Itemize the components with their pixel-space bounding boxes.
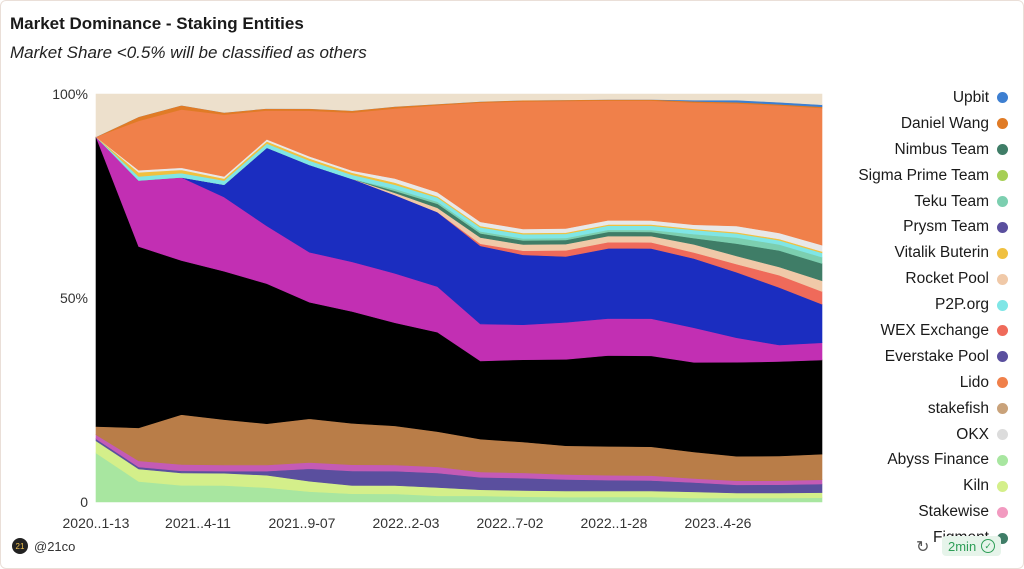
legend-swatch <box>997 247 1008 259</box>
x-tick-label: 2022..7-02 <box>477 515 544 531</box>
legend-item[interactable]: Rocket Pool <box>826 266 1016 292</box>
y-tick-label: 50% <box>60 290 88 306</box>
legend-label: Prysm Team <box>903 218 989 236</box>
legend-label: WEX Exchange <box>880 321 989 339</box>
legend-swatch <box>997 196 1008 207</box>
legend-label: Rocket Pool <box>905 270 989 288</box>
legend-swatch <box>997 92 1008 104</box>
legend-swatch <box>997 532 1008 544</box>
legend-item[interactable]: WEX Exchange <box>826 318 1016 344</box>
refresh-icon[interactable]: ↻ <box>916 539 930 556</box>
x-tick-label: 2022..2-03 <box>373 515 440 531</box>
legend-item[interactable]: P2P.org <box>826 292 1016 318</box>
legend-item[interactable]: Prysm Team <box>826 214 1016 240</box>
legend-item[interactable]: Stakewise <box>826 499 1016 525</box>
legend-label: Upbit <box>952 88 989 106</box>
x-tick-label: 2021..9-07 <box>269 515 336 531</box>
legend-label: Daniel Wang <box>900 114 989 132</box>
legend-label: Sigma Prime Team <box>858 166 989 184</box>
legend-item[interactable]: Nimbus Team <box>826 137 1016 163</box>
legend-label: OKX <box>956 425 989 443</box>
chart-title: Market Dominance - Staking Entities <box>10 14 304 33</box>
legend-swatch <box>997 454 1008 466</box>
legend-item[interactable]: stakefish <box>826 396 1016 422</box>
legend-swatch <box>997 221 1008 233</box>
legend-label: Vitalik Buterin <box>894 244 989 262</box>
legend-label: Kiln <box>963 477 989 495</box>
legend-swatch <box>997 118 1008 130</box>
legend-item[interactable]: Teku Team <box>826 189 1016 215</box>
legend-label: stakefish <box>927 399 989 417</box>
legend-swatch <box>997 144 1008 156</box>
legend-item[interactable]: Vitalik Buterin <box>826 240 1016 266</box>
legend-label: Teku Team <box>914 192 989 210</box>
refresh-time: 2min <box>948 538 977 554</box>
x-tick-label: 2022..1-28 <box>581 515 648 531</box>
legend-item[interactable]: Everstake Pool <box>826 344 1016 370</box>
legend-item[interactable]: Sigma Prime Team <box>826 163 1016 189</box>
chart-subtitle: Market Share <0.5% will be classified as… <box>10 43 367 62</box>
legend-swatch <box>997 480 1008 492</box>
author-handle[interactable]: @21co <box>34 538 76 554</box>
legend-item[interactable]: Lido <box>826 370 1016 396</box>
legend-swatch <box>997 273 1008 285</box>
legend-label: P2P.org <box>934 296 989 314</box>
legend-label: Lido <box>959 373 989 391</box>
legend-swatch <box>997 506 1008 518</box>
legend-item[interactable]: Upbit <box>826 85 1016 111</box>
y-tick-label: 0 <box>80 494 88 510</box>
legend-item[interactable]: Daniel Wang <box>826 111 1016 137</box>
y-tick-label: 100% <box>52 86 88 102</box>
chart-legend: Upbit Daniel Wang Nimbus Team Sigma Prime T… <box>826 85 1016 545</box>
status-badge: 2min ✓ <box>942 536 1002 556</box>
legend-item[interactable]: Kiln <box>826 473 1016 499</box>
legend-item[interactable]: OKX <box>826 422 1016 448</box>
legend-swatch <box>997 429 1008 441</box>
legend-swatch <box>997 299 1008 311</box>
x-tick-label: 2020..1-13 <box>63 515 130 531</box>
check-icon: ✓ <box>981 539 996 553</box>
legend-label: Abyss Finance <box>887 451 989 469</box>
legend-label: Everstake Pool <box>884 347 989 365</box>
legend-swatch <box>997 351 1008 363</box>
legend-label: Stakewise <box>918 503 989 521</box>
legend-swatch <box>997 377 1008 389</box>
x-tick-label: 2021..4-11 <box>165 515 231 531</box>
author[interactable]: 21 @21co <box>12 538 75 554</box>
area-others[interactable] <box>95 93 823 138</box>
legend-item[interactable]: Abyss Finance <box>826 447 1016 473</box>
legend-swatch <box>997 170 1008 182</box>
legend-swatch <box>997 325 1008 337</box>
legend-label: Nimbus Team <box>894 140 989 158</box>
x-tick-label: 2023..4-26 <box>685 515 752 531</box>
legend-swatch <box>997 403 1008 415</box>
avatar: 21 <box>12 538 28 554</box>
